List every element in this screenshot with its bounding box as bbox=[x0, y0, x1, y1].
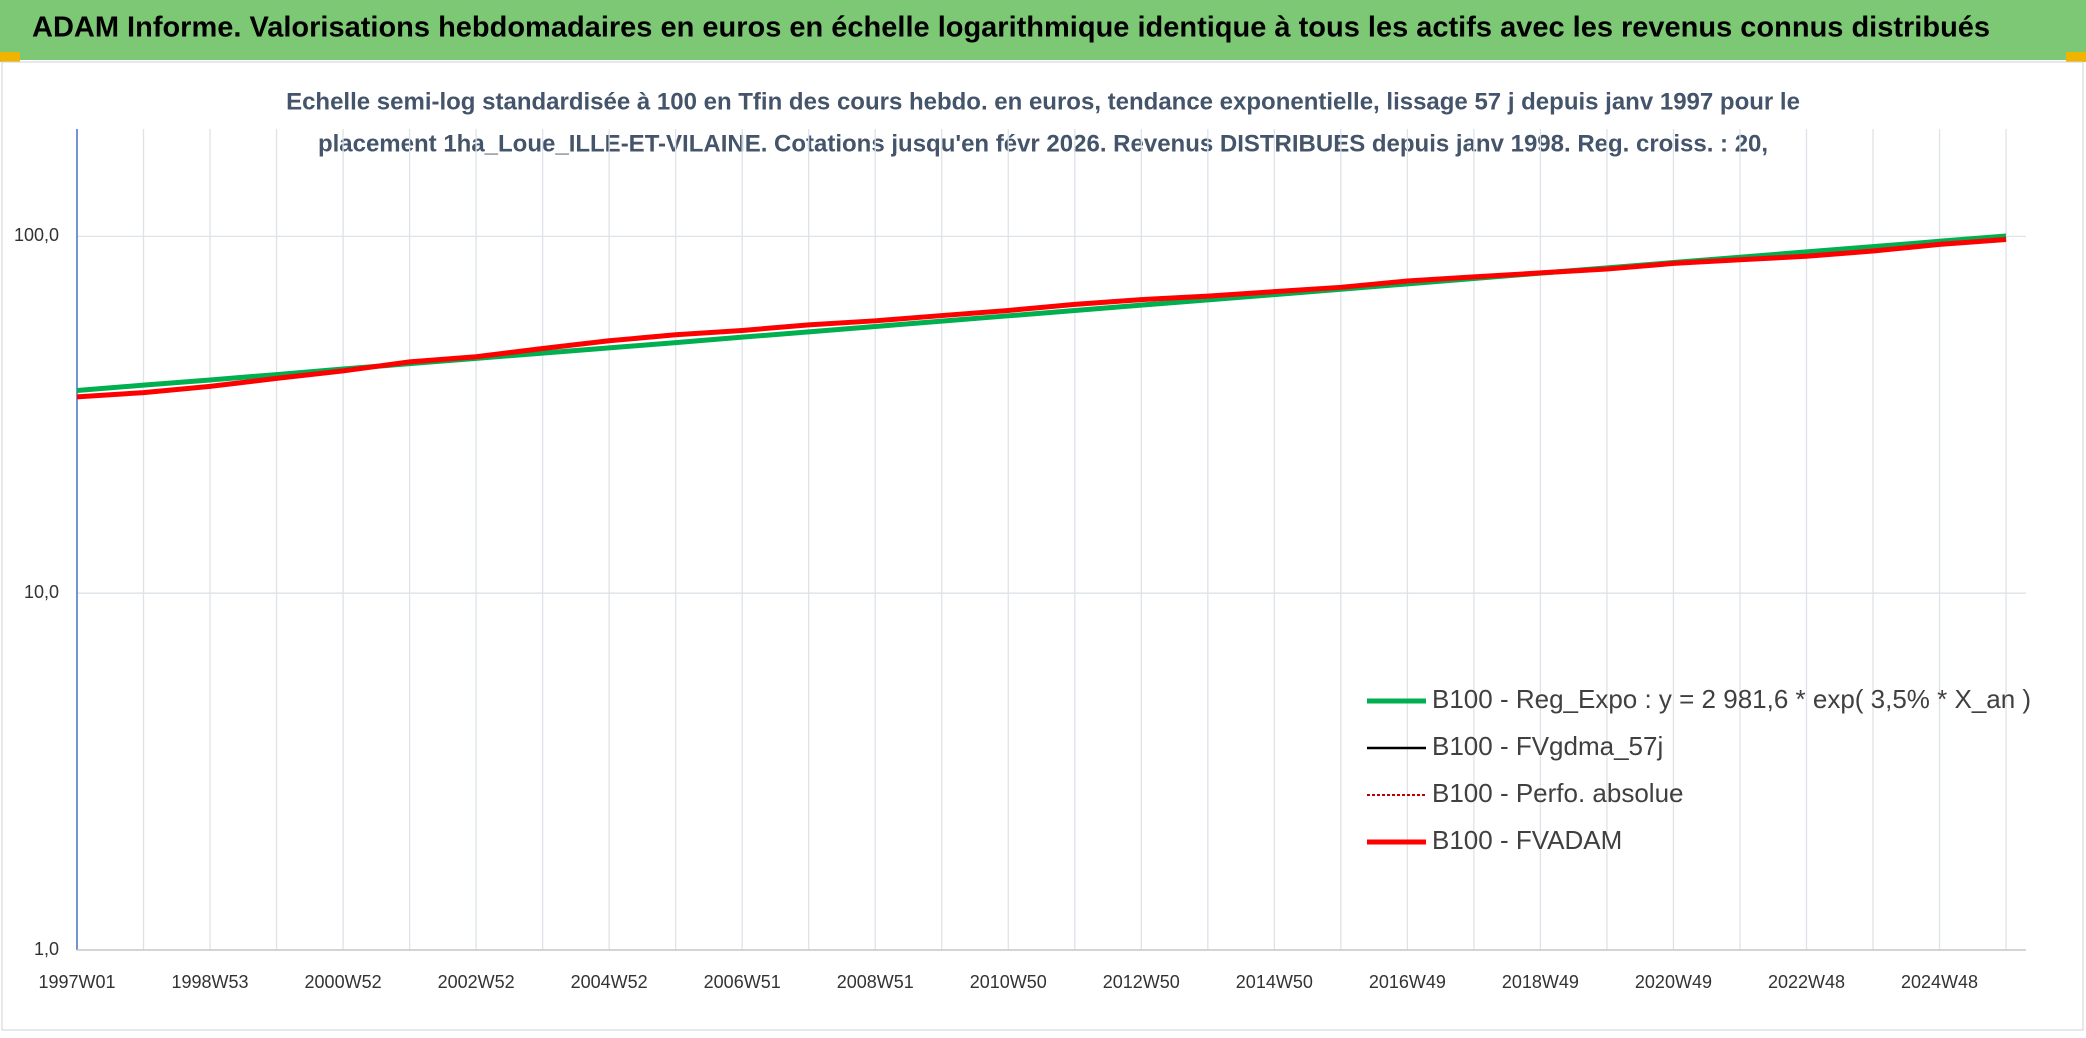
y-tick-label: 10,0 bbox=[24, 582, 59, 602]
x-tick-label: 2008W51 bbox=[837, 972, 914, 992]
legend-label: B100 - FVgdma_57j bbox=[1432, 731, 1663, 761]
header-bar bbox=[0, 0, 2086, 60]
x-tick-label: 2006W51 bbox=[704, 972, 781, 992]
x-tick-label: 2004W52 bbox=[571, 972, 648, 992]
legend-label: B100 - Reg_Expo : y = 2 981,6 * exp( 3,5… bbox=[1432, 684, 2031, 714]
legend-label: B100 - FVADAM bbox=[1432, 825, 1622, 855]
x-tick-label: 2020W49 bbox=[1635, 972, 1712, 992]
corner bbox=[2066, 52, 2086, 62]
x-tick-label: 2010W50 bbox=[970, 972, 1047, 992]
x-tick-label: 2016W49 bbox=[1369, 972, 1446, 992]
x-tick-label: 2018W49 bbox=[1502, 972, 1579, 992]
x-tick-label: 2000W52 bbox=[305, 972, 382, 992]
x-tick-label: 2014W50 bbox=[1236, 972, 1313, 992]
x-tick-label: 2002W52 bbox=[438, 972, 515, 992]
x-tick-label: 1998W53 bbox=[172, 972, 249, 992]
subtitle: Echelle semi-log standardisée à 100 en T… bbox=[286, 88, 1800, 115]
x-tick-label: 2024W48 bbox=[1901, 972, 1978, 992]
y-tick-label: 100,0 bbox=[14, 225, 59, 245]
legend-label: B100 - Perfo. absolue bbox=[1432, 778, 1684, 808]
x-tick-label: 2012W50 bbox=[1103, 972, 1180, 992]
y-tick-label: 1,0 bbox=[34, 939, 59, 959]
x-tick-label: 1997W01 bbox=[38, 972, 115, 992]
series-line bbox=[76, 237, 2007, 400]
x-tick-label: 2022W48 bbox=[1768, 972, 1845, 992]
subtitle: placement 1ha_Loue_ILLE-ET-VILAINE. Cota… bbox=[318, 130, 1768, 157]
chart-title: ADAM Informe. Valorisations hebdomadaire… bbox=[32, 12, 1990, 44]
chart-border bbox=[1, 61, 2084, 1031]
corner bbox=[0, 52, 20, 62]
